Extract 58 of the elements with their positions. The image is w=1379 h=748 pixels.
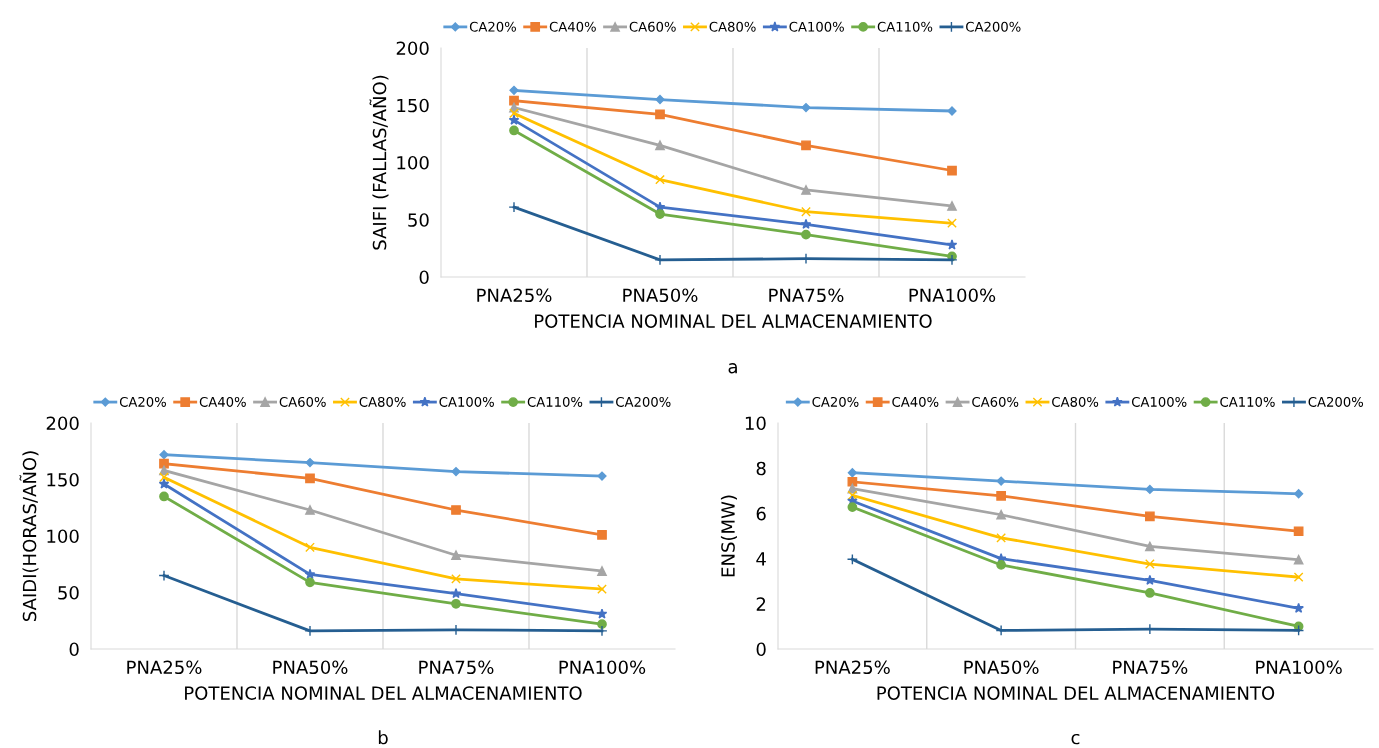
y-axis-title: SAIFI (FALLAS/AÑO) [369, 75, 389, 250]
y-axis-title: ENS(MW) [720, 495, 737, 577]
legend-label: CA110% [527, 396, 583, 407]
text: a [728, 363, 737, 374]
y-axis-title: SAIDI(HORAS/AÑO) [19, 451, 39, 621]
legend-label: CA200% [1308, 396, 1364, 407]
y-tick-label: 100 [397, 155, 429, 170]
y-tick-label: 10 [745, 416, 766, 431]
x-axis-title: POTENCIA NOMINAL DEL ALMACENAMIENTO [877, 686, 1275, 700]
y-tick-label: 0 [756, 642, 766, 657]
y-tick-label: 50 [408, 213, 429, 227]
x-tick-label: PNA100% [909, 288, 996, 303]
legend-label: CA80% [359, 396, 406, 407]
legend-label: CA80% [709, 21, 756, 32]
y-tick-label: 8 [756, 461, 766, 476]
legend-label: CA200% [616, 396, 671, 407]
y-tick-label: 2 [756, 597, 766, 611]
y-tick-label: 200 [46, 416, 79, 431]
legend-label: CA60% [629, 21, 676, 32]
x-tick-label: PNA50% [964, 660, 1039, 675]
text: c [1071, 733, 1080, 745]
y-tick-label: 100 [47, 529, 79, 544]
y-tick-label: 4 [756, 552, 766, 566]
y-tick-label: 50 [58, 585, 79, 600]
x-tick-label: PNA75% [419, 660, 494, 675]
y-tick-label: 200 [396, 41, 429, 56]
text: b [378, 730, 388, 745]
y-tick-label: 0 [419, 270, 429, 285]
x-axis-title: POTENCIA NOMINAL DEL ALMACENAMIENTO [535, 314, 932, 328]
legend-label: CA60% [972, 396, 1019, 407]
legend-label: CA110% [877, 21, 933, 32]
legend-label: CA200% [966, 21, 1021, 32]
x-tick-label: PNA25% [477, 288, 552, 303]
y-tick-label: 6 [756, 506, 766, 521]
legend-label: CA80% [1052, 396, 1099, 407]
legend-label: CA40% [199, 396, 246, 407]
legend-label: CA40% [892, 396, 939, 407]
x-tick-label: PNA25% [127, 660, 202, 675]
x-tick-label: PNA25% [815, 660, 890, 675]
legend-label: CA20% [469, 21, 516, 32]
y-tick-label: 0 [69, 642, 79, 657]
x-tick-label: PNA50% [273, 660, 348, 675]
x-axis-title: POTENCIA NOMINAL DEL ALMACENAMIENTO [185, 686, 582, 700]
x-tick-label: PNA100% [559, 660, 646, 675]
legend-label: CA100% [439, 396, 494, 407]
x-tick-label: PNA100% [1256, 660, 1342, 675]
x-tick-label: PNA75% [769, 288, 844, 303]
legend-label: CA110% [1220, 396, 1275, 407]
y-tick-label: 150 [397, 98, 429, 113]
legend-label: CA60% [279, 396, 326, 407]
legend-label: CA100% [789, 21, 844, 32]
x-tick-label: PNA50% [623, 288, 698, 303]
legend-label: CA20% [812, 396, 859, 407]
legend-label: CA40% [549, 21, 596, 32]
y-tick-label: 150 [47, 472, 79, 487]
legend-label: CA20% [119, 396, 166, 407]
legend-label: CA100% [1131, 396, 1187, 407]
x-tick-label: PNA75% [1113, 660, 1188, 675]
